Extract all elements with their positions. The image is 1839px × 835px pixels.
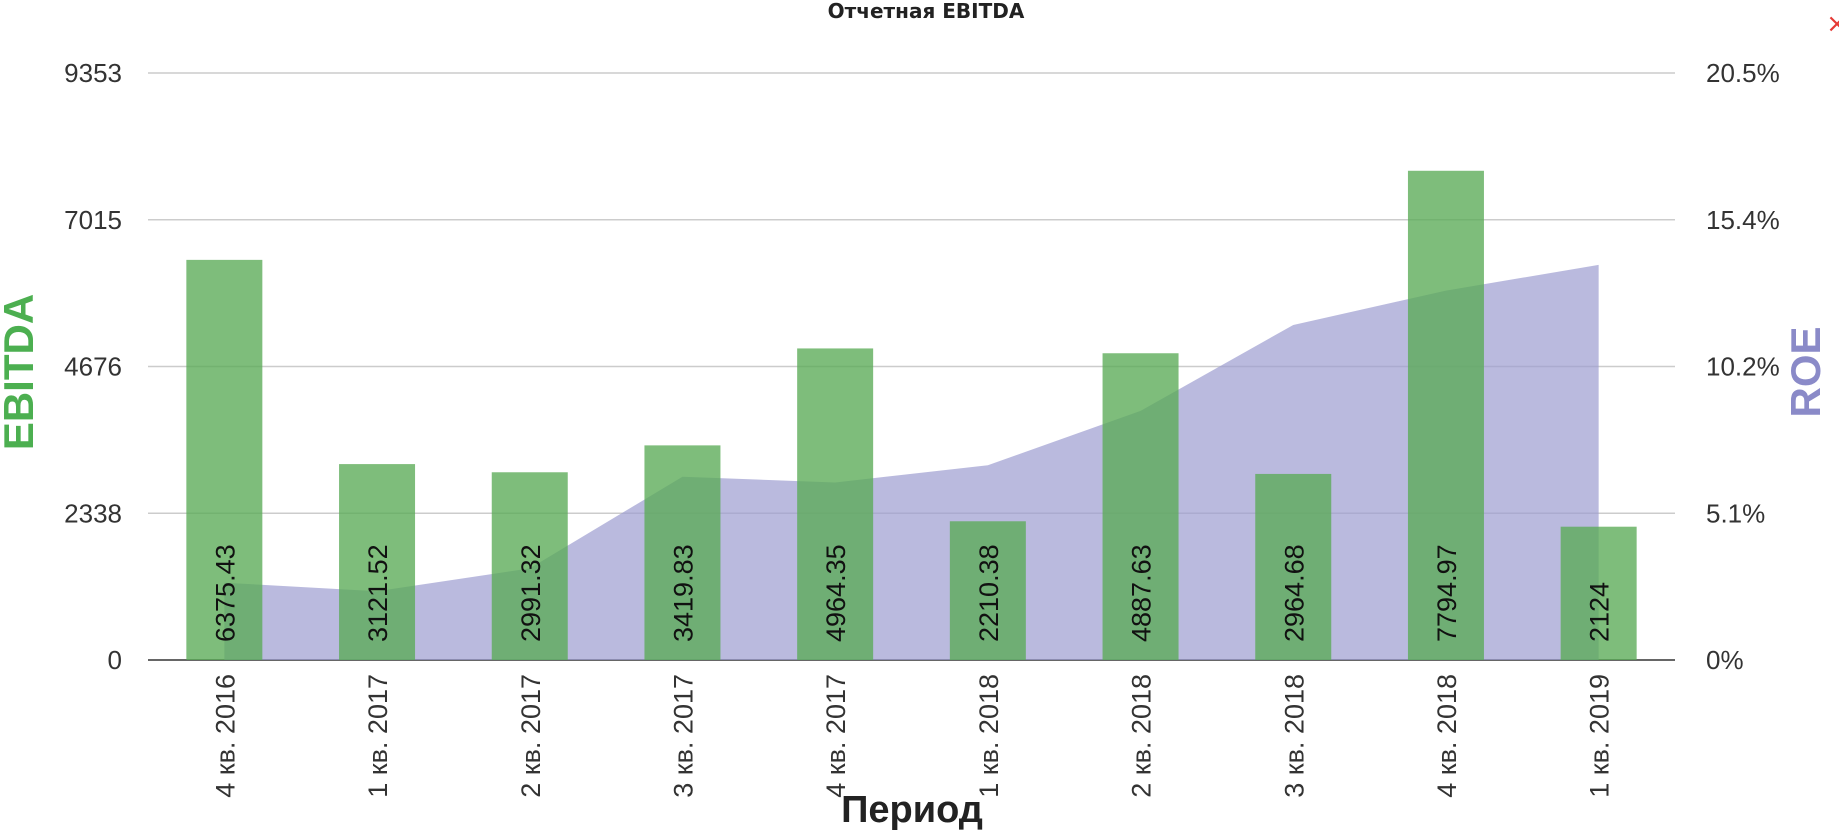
left-tick-label: 7015: [64, 205, 122, 235]
left-tick-label: 2338: [64, 498, 122, 528]
ebitda-bar: [1560, 526, 1637, 660]
data-labels: 6375.43 3121.52 2991.32 3419.83 4964.35 2210.…: [210, 544, 1614, 642]
bar-data-label: 4887.63: [1127, 544, 1157, 642]
x-tick-label: 1 кв. 2017: [363, 674, 393, 798]
bar-data-label: 2124: [1585, 582, 1615, 642]
bar-data-label: 4964.35: [821, 544, 851, 642]
y-axis-label-left: EBITDA: [0, 294, 42, 450]
y-axis-label-right: ROE: [1782, 326, 1829, 417]
ebitda-bar: [1407, 170, 1484, 661]
roe-area-series: [224, 264, 1599, 660]
right-tick-label: 5.1%: [1706, 498, 1765, 528]
ebitda-bar: [491, 472, 568, 660]
left-tick-label: 4676: [64, 352, 122, 382]
left-tick-label: 9353: [64, 58, 122, 88]
x-tick-label: 3 кв. 2017: [668, 674, 698, 798]
bar-data-label: 3121.52: [363, 544, 393, 642]
x-axis-ticks: 4 кв. 2016 1 кв. 2017 2 кв. 2017 3 кв. 2017…: [210, 674, 1614, 798]
x-tick-label: 4 кв. 2017: [821, 674, 851, 798]
ebitda-bar: [186, 259, 263, 660]
right-tick-label: 10.2%: [1706, 352, 1780, 382]
left-axis-ticks: 0 2338 4676 7015 9353: [64, 58, 122, 675]
x-tick-label: 4 кв. 2016: [210, 674, 240, 798]
x-axis-label: Период: [841, 789, 983, 831]
x-tick-label: 3 кв. 2018: [1279, 674, 1309, 798]
x-tick-label: 2 кв. 2017: [516, 674, 546, 798]
ebitda-bar: [1102, 353, 1179, 660]
bar-data-label: 2964.68: [1279, 544, 1309, 642]
x-tick-label: 2 кв. 2018: [1127, 674, 1157, 798]
bar-data-label: 3419.83: [668, 544, 698, 642]
chart-title: Отчетная EBITDA: [828, 0, 1025, 23]
ebitda-bar: [1255, 473, 1332, 660]
x-tick-label: 1 кв. 2019: [1585, 674, 1615, 798]
left-tick-label: 0: [108, 645, 122, 675]
right-tick-label: 0%: [1706, 645, 1744, 675]
right-axis-ticks: 0% 5.1% 10.2% 15.4% 20.5%: [1706, 58, 1780, 675]
ebitda-bar-series: [186, 170, 1637, 661]
ebitda-bar: [949, 521, 1026, 660]
roe-area: [224, 264, 1599, 660]
bar-data-label: 6375.43: [210, 544, 240, 642]
x-tick-label: 1 кв. 2018: [974, 674, 1004, 798]
bar-data-label: 2210.38: [974, 544, 1004, 642]
ebitda-bar: [339, 464, 416, 660]
x-tick-label: 4 кв. 2018: [1432, 674, 1462, 798]
right-tick-label: 15.4%: [1706, 205, 1780, 235]
bar-data-label: 2991.32: [516, 544, 546, 642]
bar-data-label: 7794.97: [1432, 544, 1462, 642]
right-tick-label: 20.5%: [1706, 58, 1780, 88]
close-icon[interactable]: ×: [1826, 9, 1839, 39]
ebitda-bar: [644, 445, 721, 660]
ebitda-bar: [797, 348, 874, 660]
